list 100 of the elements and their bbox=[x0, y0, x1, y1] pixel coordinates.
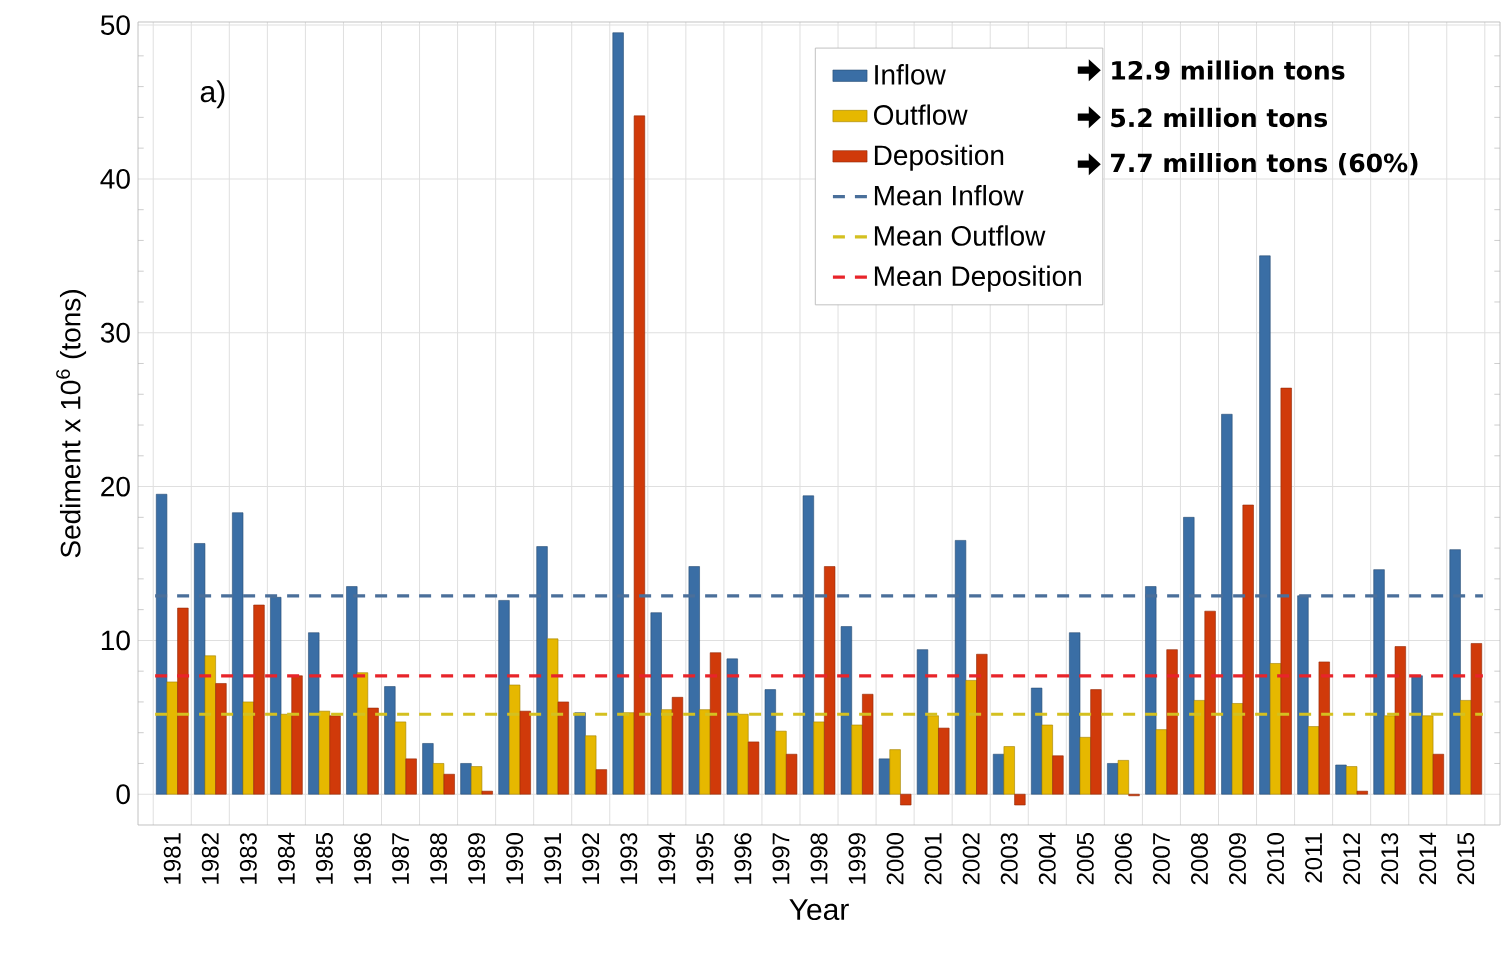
bar bbox=[270, 597, 282, 795]
x-tick-label: 1993 bbox=[620, 833, 638, 884]
bar bbox=[633, 115, 646, 795]
x-tick-label: 2009 bbox=[1229, 833, 1246, 885]
bar bbox=[851, 724, 863, 795]
bar bbox=[1280, 387, 1292, 795]
bar bbox=[1145, 586, 1157, 795]
bar bbox=[432, 763, 445, 795]
x-tick-label: 1995 bbox=[696, 833, 714, 884]
bar bbox=[1166, 649, 1178, 795]
legend-label: Inflow bbox=[875, 64, 946, 85]
bar bbox=[1155, 729, 1168, 795]
x-tick-label: 2002 bbox=[962, 833, 980, 885]
bar bbox=[1242, 504, 1254, 795]
bar bbox=[775, 730, 787, 795]
bar bbox=[889, 749, 901, 795]
bar bbox=[1183, 517, 1195, 795]
bar bbox=[824, 566, 836, 795]
annotation: a) bbox=[200, 80, 225, 109]
bar bbox=[862, 693, 874, 795]
bar bbox=[938, 727, 950, 795]
bar bbox=[443, 773, 455, 795]
bar bbox=[177, 607, 189, 795]
bar bbox=[709, 652, 722, 795]
x-tick-label: 2003 bbox=[1000, 833, 1018, 885]
bar bbox=[726, 658, 738, 795]
bar bbox=[215, 683, 227, 795]
x-tick-label: 1988 bbox=[430, 833, 448, 884]
bar bbox=[764, 689, 776, 795]
bar bbox=[509, 684, 521, 795]
bar bbox=[1041, 724, 1053, 795]
x-tick-label: 2014 bbox=[1419, 832, 1437, 885]
bar bbox=[253, 604, 265, 795]
x-tick-label: 1992 bbox=[582, 833, 600, 884]
x-axis-title: Year bbox=[789, 899, 849, 921]
bar bbox=[204, 655, 216, 795]
bar bbox=[1335, 764, 1347, 795]
bar bbox=[1432, 753, 1445, 795]
x-tick-label: 2007 bbox=[1152, 833, 1170, 885]
bar bbox=[460, 763, 472, 795]
x-tick-label: 1981 bbox=[163, 833, 181, 884]
bar bbox=[1422, 715, 1434, 795]
bar bbox=[536, 546, 548, 795]
bar bbox=[1449, 549, 1461, 795]
bar bbox=[927, 715, 939, 795]
bar bbox=[612, 32, 624, 795]
bar bbox=[384, 686, 396, 795]
bar bbox=[498, 600, 510, 795]
y-axis-title: Sediment x 10$^{6}$ (tons) bbox=[56, 290, 87, 558]
bar bbox=[916, 649, 929, 795]
bar bbox=[802, 495, 814, 795]
x-tick-label: 1990 bbox=[506, 833, 524, 884]
bar bbox=[785, 753, 798, 795]
annotation: 5.2 million tons bbox=[1111, 107, 1328, 128]
legend-label: Mean Inflow bbox=[874, 184, 1024, 206]
y-tick-label: 40 bbox=[100, 168, 130, 189]
bar bbox=[356, 672, 369, 795]
bar bbox=[1090, 689, 1102, 795]
bar bbox=[1052, 755, 1064, 795]
legend-label: Outflow bbox=[873, 104, 968, 125]
bar bbox=[547, 638, 559, 795]
bar bbox=[1318, 661, 1330, 795]
bar bbox=[1394, 646, 1406, 795]
x-tick-label: 1982 bbox=[201, 833, 219, 884]
bar bbox=[585, 735, 597, 795]
bar bbox=[481, 790, 493, 795]
bar bbox=[1117, 760, 1129, 795]
bar bbox=[318, 710, 331, 795]
x-tick-label: 1984 bbox=[277, 832, 295, 884]
x-tick-label: 2005 bbox=[1076, 833, 1094, 885]
bar bbox=[1193, 700, 1206, 795]
y-tick-label: 0 bbox=[116, 784, 130, 805]
bar bbox=[405, 758, 417, 795]
bar bbox=[1259, 255, 1271, 795]
bar bbox=[242, 701, 254, 795]
legend-label: Deposition bbox=[874, 144, 1004, 171]
bar bbox=[1411, 675, 1423, 795]
bar bbox=[557, 701, 569, 795]
x-tick-label: 2000 bbox=[886, 833, 904, 885]
x-tick-label: 1991 bbox=[544, 833, 562, 884]
bar bbox=[394, 721, 407, 795]
bar bbox=[661, 709, 673, 795]
bar bbox=[291, 675, 303, 795]
bar bbox=[155, 493, 168, 795]
bar bbox=[1356, 790, 1368, 795]
bar bbox=[1307, 726, 1320, 795]
x-tick-label: 2001 bbox=[924, 833, 942, 885]
x-tick-label: 2012 bbox=[1343, 833, 1361, 885]
bar bbox=[280, 713, 293, 795]
bar bbox=[1107, 763, 1119, 795]
bar bbox=[1221, 413, 1233, 795]
bar bbox=[954, 540, 967, 795]
bar bbox=[519, 710, 531, 795]
bar bbox=[308, 632, 320, 795]
bar bbox=[976, 653, 988, 795]
bar bbox=[965, 680, 977, 795]
x-tick-label: 1989 bbox=[468, 833, 486, 884]
x-tick-label: 1986 bbox=[353, 833, 371, 884]
bar bbox=[470, 766, 483, 795]
annotation: 12.9 million tons bbox=[1112, 60, 1345, 80]
